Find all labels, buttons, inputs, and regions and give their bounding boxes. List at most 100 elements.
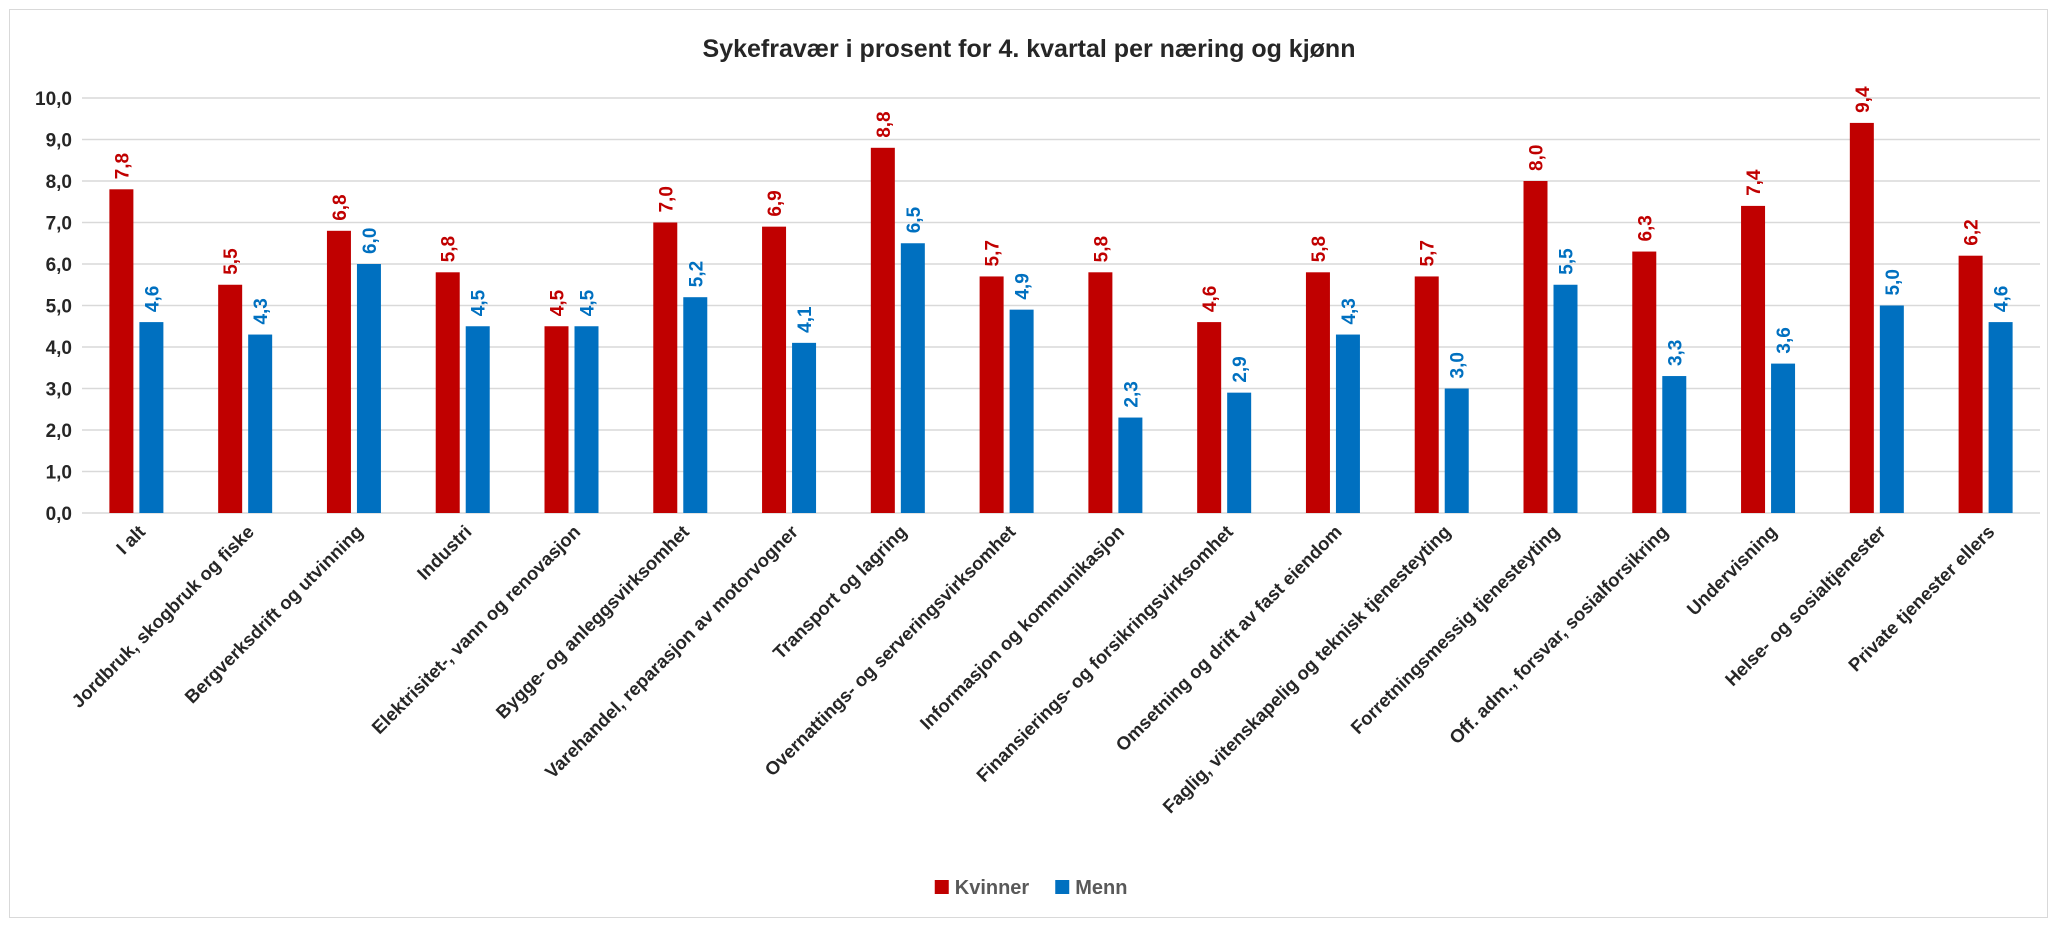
x-tick-label: Informasjon og kommunikasjon — [916, 521, 1129, 734]
data-label: 5,5 — [221, 248, 242, 275]
data-label: 7,0 — [656, 186, 677, 212]
data-label: 4,6 — [1200, 286, 1221, 312]
data-label: 4,3 — [1339, 298, 1360, 324]
y-tick-label: 8,0 — [46, 172, 72, 193]
x-tick-label: Bygge- og anleggsvirksomhet — [491, 521, 693, 723]
x-tick-label: Industri — [413, 521, 476, 584]
bar-kvinner — [218, 284, 243, 513]
bar-kvinner — [870, 147, 895, 514]
bar-menn — [1227, 392, 1252, 513]
data-label: 4,5 — [469, 289, 490, 316]
y-tick-label: 3,0 — [46, 380, 72, 401]
data-label: 4,5 — [548, 289, 569, 316]
bar-kvinner — [1197, 322, 1222, 513]
bar-menn — [465, 326, 490, 513]
data-label: 5,8 — [1091, 236, 1112, 262]
data-label: 2,3 — [1121, 381, 1142, 407]
x-tick-label: Overnattings- og serveringsvirksomhet — [760, 521, 1019, 780]
x-tick-label: Varehandel, reparasjon av motorvogner — [541, 521, 802, 782]
chart-title: Sykefravær i prosent for 4. kvartal per … — [703, 35, 1356, 63]
data-label: 8,0 — [1527, 145, 1548, 171]
x-tick-label: Undervisning — [1682, 521, 1780, 619]
bar-kvinner — [1414, 276, 1439, 513]
bar-menn — [1879, 305, 1904, 513]
legend-label: Menn — [1075, 877, 1127, 899]
x-tick-label: Off. adm., forsvar, sosialforsikring — [1445, 521, 1672, 748]
bar-menn — [356, 264, 381, 513]
y-tick-label: 1,0 — [46, 463, 72, 484]
data-label: 3,3 — [1665, 340, 1686, 366]
data-label: 5,8 — [439, 236, 460, 262]
x-tick-label: Elektrisitet-, vann og renovasjon — [367, 521, 584, 738]
data-label: 4,9 — [1013, 273, 1034, 299]
bar-menn — [139, 322, 164, 513]
y-tick-label: 5,0 — [46, 297, 72, 318]
bar-kvinner — [544, 326, 569, 513]
bar-menn — [792, 342, 817, 513]
data-label: 3,0 — [1448, 352, 1469, 378]
data-label: 6,3 — [1635, 215, 1656, 241]
data-label: 6,0 — [360, 228, 381, 254]
y-tick-label: 2,0 — [46, 421, 72, 442]
data-label: 2,9 — [1230, 356, 1251, 382]
bar-kvinner — [1305, 272, 1330, 513]
data-label: 6,9 — [765, 190, 786, 216]
bar-kvinner — [979, 276, 1004, 513]
data-label: 4,3 — [251, 298, 272, 324]
y-tick-label: 10,0 — [35, 89, 72, 110]
bar-kvinner — [1088, 272, 1113, 513]
bar-menn — [1988, 322, 2013, 513]
bar-menn — [900, 243, 925, 513]
y-tick-label: 0,0 — [46, 504, 72, 525]
data-label: 6,5 — [904, 206, 925, 233]
data-label: 4,5 — [578, 289, 599, 316]
legend: Kvinner Menn — [934, 877, 1127, 899]
bar-menn — [1553, 284, 1578, 513]
bar-menn — [1662, 376, 1687, 513]
bar-kvinner — [1958, 255, 1983, 513]
bar-menn — [248, 334, 273, 513]
data-label: 6,8 — [330, 194, 351, 220]
bar-menn — [1444, 388, 1469, 513]
y-tick-label: 6,0 — [46, 255, 72, 276]
data-label: 4,6 — [1992, 286, 2013, 312]
bar-kvinner — [1523, 181, 1548, 513]
bar-kvinner — [1741, 205, 1766, 513]
bar-menn — [1335, 334, 1360, 513]
y-tick-label: 9,0 — [46, 131, 72, 152]
bar-kvinner — [435, 272, 460, 513]
data-label: 8,8 — [874, 111, 895, 137]
bar-kvinner — [1632, 251, 1657, 514]
bar-kvinner — [1849, 122, 1874, 514]
bar-menn — [1009, 309, 1034, 513]
legend-swatch-menn — [1055, 880, 1070, 894]
bar-menn — [1118, 417, 1143, 513]
data-label: 6,2 — [1962, 219, 1983, 245]
data-label: 5,2 — [686, 261, 707, 287]
data-label: 5,8 — [1309, 236, 1330, 262]
x-tick-label: Jordbruk, skogbruk og fiske — [67, 521, 258, 712]
chart-area: Sykefravær i prosent for 4. kvartal per … — [9, 9, 2048, 918]
legend-swatch-kvinner — [934, 880, 949, 894]
data-label: 5,7 — [983, 240, 1004, 266]
bar-menn — [683, 297, 708, 513]
legend-label: Kvinner — [955, 877, 1030, 899]
bar-kvinner — [653, 222, 678, 513]
y-tick-label: 4,0 — [46, 338, 72, 359]
data-label: 4,1 — [795, 306, 816, 333]
x-tick-label: Forretningsmessig tjenesteyting — [1346, 521, 1563, 738]
data-label: 5,7 — [1418, 240, 1439, 266]
bar-kvinner — [762, 226, 787, 513]
x-tick-label: Omsetning og drift av fast eiendom — [1111, 521, 1345, 755]
x-tick-label: I alt — [112, 521, 149, 558]
bar-kvinner — [326, 230, 351, 514]
data-label: 3,6 — [1774, 327, 1795, 353]
data-label: 7,8 — [112, 153, 133, 179]
y-tick-label: 7,0 — [46, 214, 72, 235]
bar-menn — [1771, 363, 1796, 513]
data-label: 7,4 — [1744, 169, 1765, 196]
x-tick-label: Bergverksdrift og utvinning — [180, 521, 366, 707]
data-label: 4,6 — [142, 286, 163, 312]
data-label: 9,4 — [1853, 86, 1874, 113]
bar-chart: Sykefravær i prosent for 4. kvartal per … — [35, 35, 2040, 899]
